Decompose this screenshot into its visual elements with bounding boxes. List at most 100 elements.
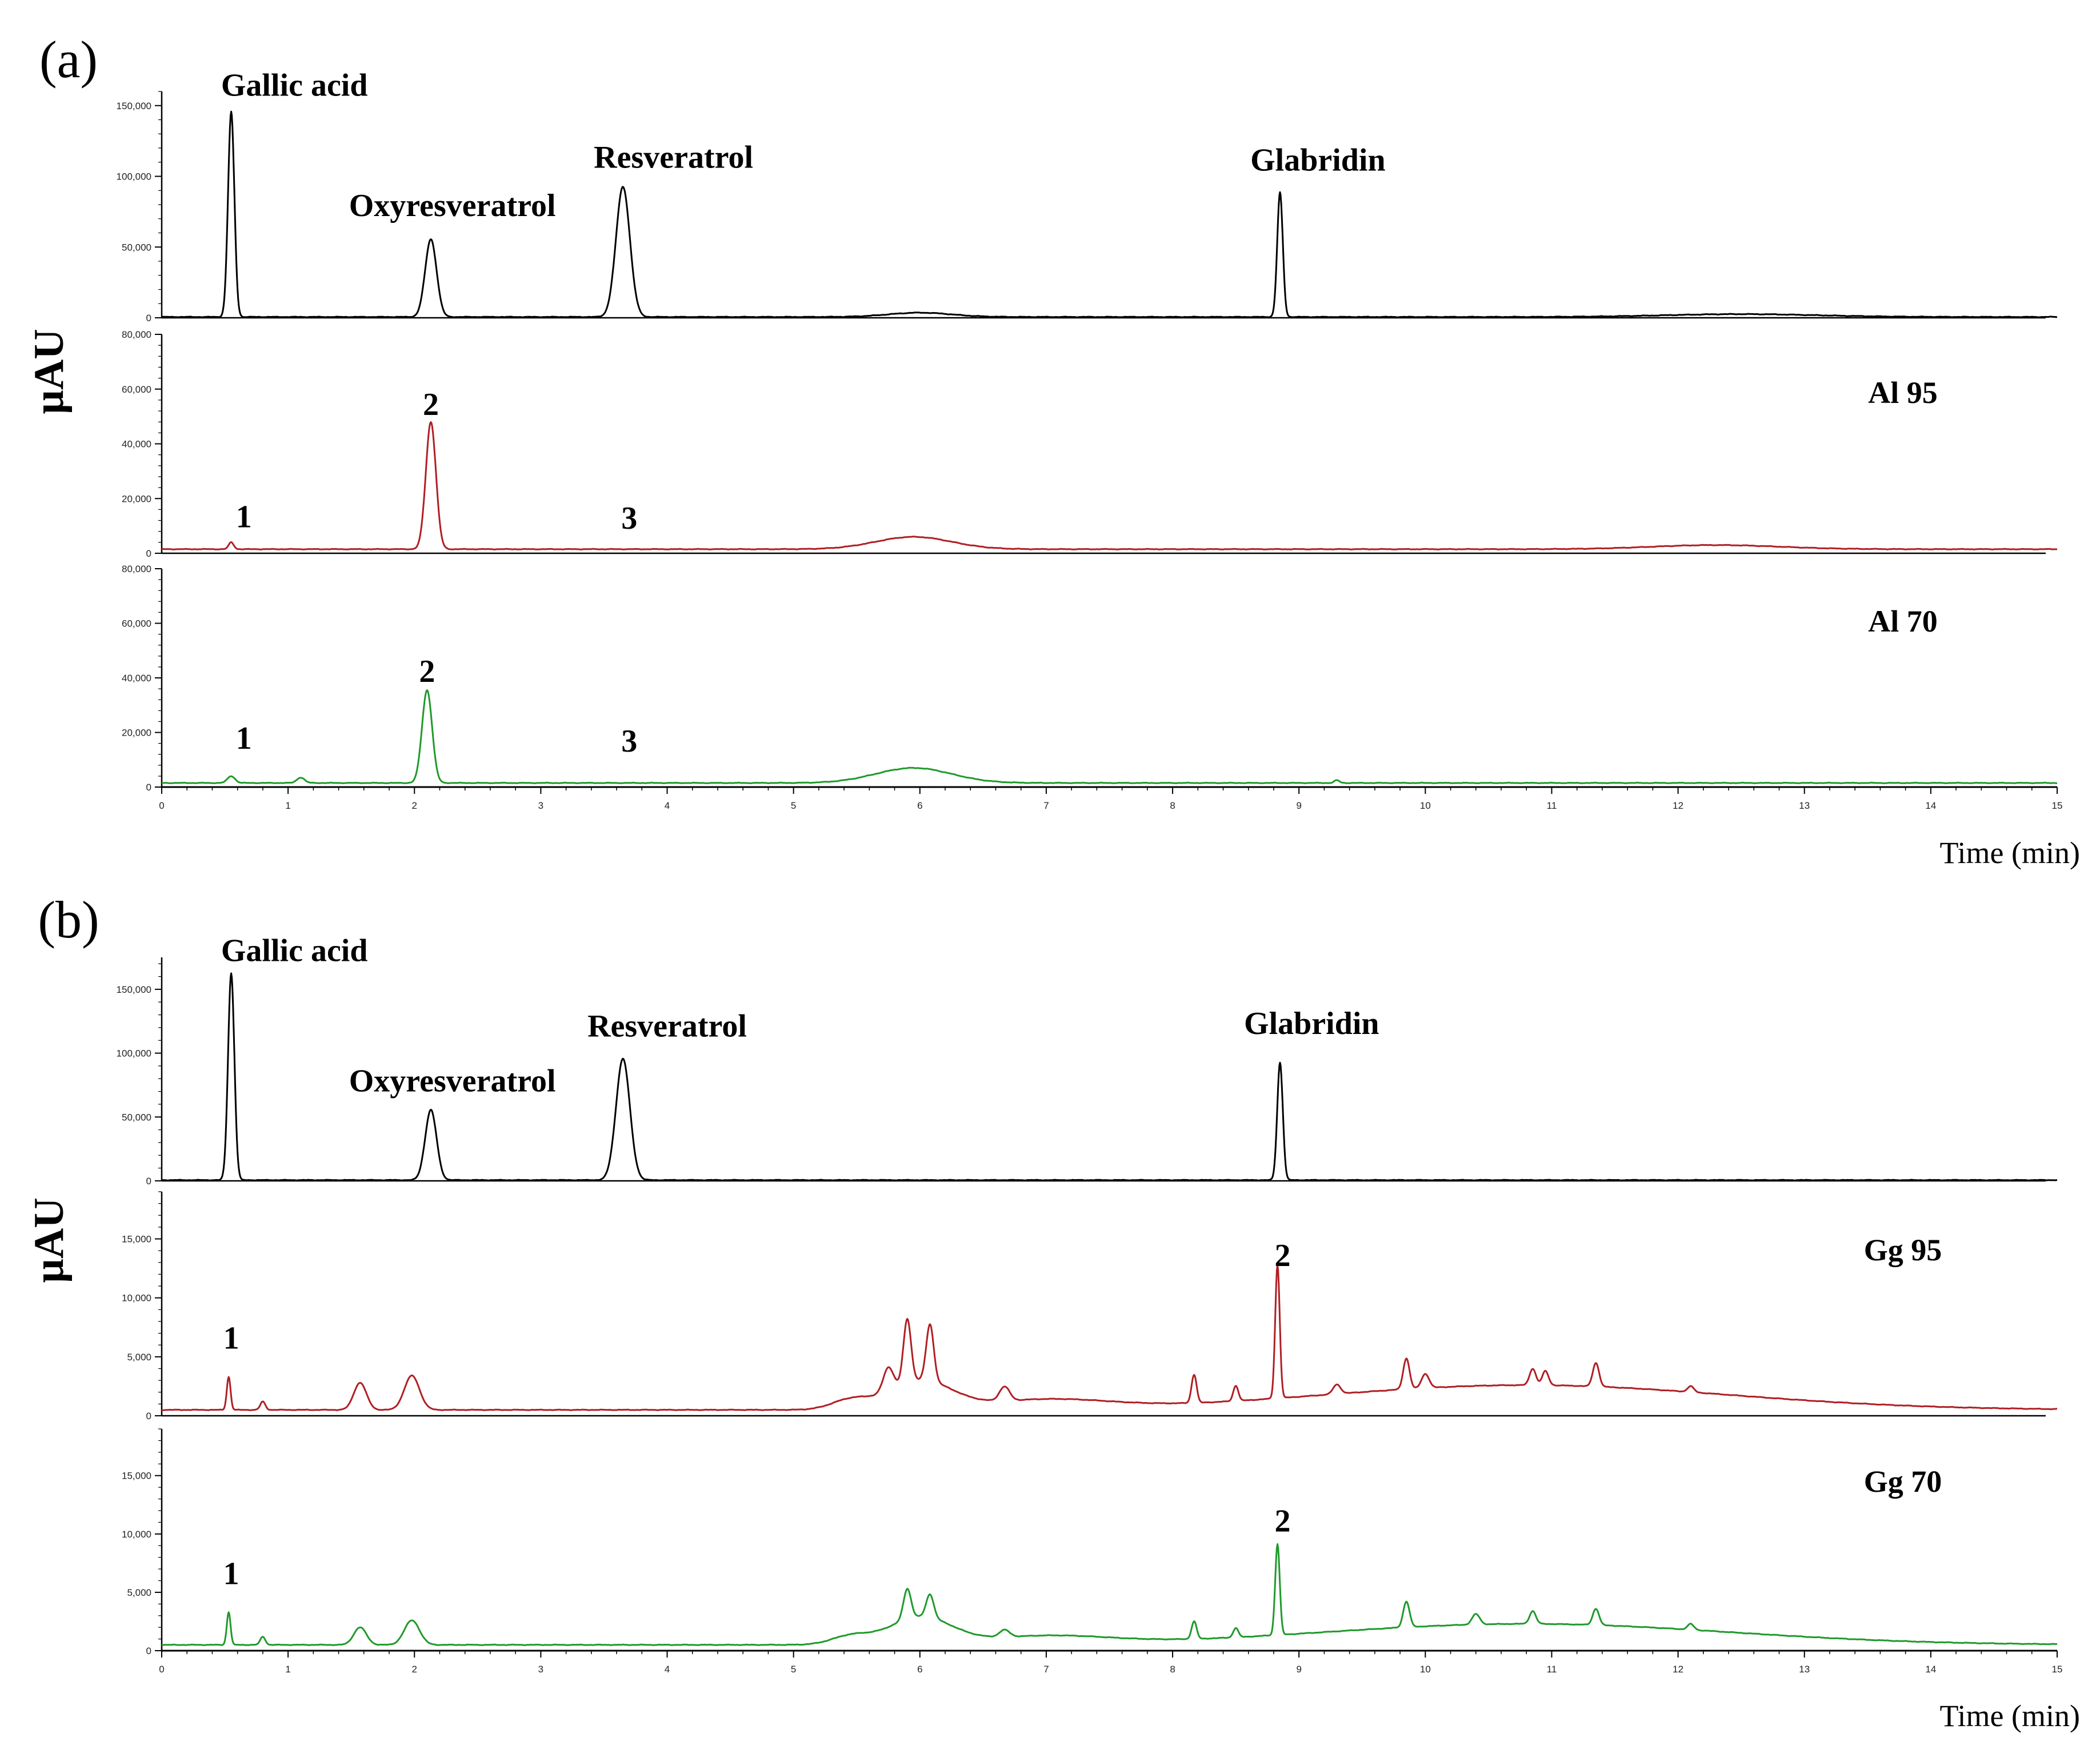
y-tick-label: 20,000 <box>122 493 151 504</box>
x-tick-label: 0 <box>159 1664 164 1675</box>
x-tick-label: 5 <box>791 1664 796 1675</box>
x-tick-label: 2 <box>412 1664 417 1675</box>
sample-label: Gg 95 <box>1864 1233 1942 1267</box>
x-tick-label: 5 <box>791 800 796 811</box>
y-tick-label: 60,000 <box>122 618 151 629</box>
x-tick-label: 12 <box>1673 800 1683 811</box>
peak-annotation: 2 <box>1274 1504 1290 1539</box>
series-trace <box>161 1264 2058 1411</box>
x-tick-label: 14 <box>1925 800 1936 811</box>
y-tick-label: 50,000 <box>122 1112 151 1123</box>
y-tick-label: 80,000 <box>122 329 151 340</box>
subplot-standard: 0 50,000 100,000 150,000 Gallic acid Oxyresve… <box>117 67 2058 324</box>
y-tick-label: 0 <box>146 782 151 793</box>
panel-letter: (b) <box>38 891 99 949</box>
peak-annotation: Gallic acid <box>221 67 368 103</box>
y-tick-label: 80,000 <box>122 564 151 574</box>
peak-annotation: 2 <box>419 654 435 689</box>
peak-annotation: 1 <box>236 721 252 756</box>
y-tick-label: 0 <box>146 1176 151 1187</box>
x-tick-label: 12 <box>1673 1664 1683 1675</box>
peak-annotation: Glabridin <box>1244 1006 1379 1041</box>
peak-annotation: 2 <box>1274 1238 1290 1273</box>
sample-label: Al 70 <box>1868 604 1938 638</box>
x-tick-label: 13 <box>1799 1664 1810 1675</box>
y-tick-label: 50,000 <box>122 242 151 253</box>
x-tick-label: 7 <box>1043 1664 1049 1675</box>
subplot-al-70: 0 20,000 40,000 60,000 80,000 Al 70 2 1 3 <box>122 564 2058 793</box>
x-tick-label: 13 <box>1799 800 1810 811</box>
x-tick-label: 6 <box>917 1664 922 1675</box>
y-tick-label: 10,000 <box>122 1529 151 1540</box>
sample-label: Al 95 <box>1868 376 1938 410</box>
x-tick-label: 11 <box>1547 800 1557 811</box>
y-tick-label: 10,000 <box>122 1293 151 1304</box>
x-tick-label: 10 <box>1420 1664 1431 1675</box>
peak-annotation: 2 <box>423 387 439 422</box>
x-tick-label: 7 <box>1043 800 1049 811</box>
x-tick-label: 9 <box>1296 800 1301 811</box>
x-tick-label: 1 <box>285 1664 290 1675</box>
peak-annotation: 3 <box>621 501 637 536</box>
y-tick-label: 5,000 <box>127 1587 151 1598</box>
x-axis: 0 1 2 3 4 5 6 7 8 9 10 11 12 13 14 15 <box>159 1650 2063 1675</box>
x-tick-label: 6 <box>917 800 922 811</box>
y-tick-label: 15,000 <box>122 1471 151 1482</box>
x-tick-label: 1 <box>285 800 290 811</box>
peak-annotation: Gallic acid <box>221 933 368 969</box>
y-tick-label: 0 <box>146 548 151 559</box>
peak-annotation: Oxyresveratrol <box>349 188 556 223</box>
y-tick-label: 20,000 <box>122 728 151 738</box>
peak-annotation: Resveratrol <box>587 1009 747 1044</box>
x-tick-label: 4 <box>665 800 670 811</box>
y-tick-label: 5,000 <box>127 1352 151 1363</box>
x-tick-label: 4 <box>665 1664 670 1675</box>
subplot-al-95: 0 20,000 40,000 60,000 80,000 Al 95 2 1 3 <box>122 329 2058 559</box>
y-tick-label: 40,000 <box>122 673 151 684</box>
peak-annotation: 1 <box>236 500 252 535</box>
x-tick-label: 8 <box>1170 1664 1175 1675</box>
x-axis: 0 1 2 3 4 5 6 7 8 9 10 11 12 13 14 15 <box>159 786 2063 811</box>
subplot-gg-70: 0 5,000 10,000 15,000 Gg 70 2 1 <box>122 1428 2058 1656</box>
sample-label: Gg 70 <box>1864 1464 1942 1499</box>
y-tick-label: 150,000 <box>117 984 151 995</box>
x-tick-label: 8 <box>1170 800 1175 811</box>
x-tick-label: 10 <box>1420 800 1431 811</box>
x-tick-label: 2 <box>412 800 417 811</box>
y-tick-label: 15,000 <box>122 1234 151 1245</box>
y-tick-label: 0 <box>146 1646 151 1656</box>
peak-annotation: Resveratrol <box>594 140 753 175</box>
x-tick-label: 11 <box>1547 1664 1557 1675</box>
subplot-gg-95: 0 5,000 10,000 15,000 Gg 95 2 1 <box>122 1191 2058 1421</box>
x-tick-label: 14 <box>1925 1664 1936 1675</box>
x-tick-label: 3 <box>538 800 543 811</box>
y-tick-label: 60,000 <box>122 384 151 395</box>
x-axis-title: Time (min) <box>1939 836 2080 870</box>
series-trace <box>161 1543 2058 1646</box>
y-tick-label: 0 <box>146 1411 151 1421</box>
peak-annotation: 3 <box>621 724 637 759</box>
x-tick-label: 15 <box>2052 800 2063 811</box>
series-trace <box>161 689 2058 784</box>
x-axis-title: Time (min) <box>1939 1699 2080 1733</box>
y-tick-label: 150,000 <box>117 101 151 111</box>
peak-annotation: Glabridin <box>1250 143 1386 178</box>
series-trace <box>161 110 2058 318</box>
peak-annotation: 1 <box>223 1556 239 1592</box>
x-tick-label: 0 <box>159 800 164 811</box>
x-tick-label: 15 <box>2052 1664 2063 1675</box>
x-tick-label: 3 <box>538 1664 543 1675</box>
series-trace <box>161 972 2058 1181</box>
series-trace <box>161 421 2058 550</box>
y-axis-title: µAU <box>26 1197 73 1283</box>
panel-letter: (a) <box>39 30 98 89</box>
subplot-standard: 0 50,000 100,000 150,000 Gallic acid Oxyresve… <box>117 933 2058 1187</box>
y-tick-label: 40,000 <box>122 439 151 450</box>
y-tick-label: 0 <box>146 313 151 324</box>
y-tick-label: 100,000 <box>117 171 151 182</box>
y-axis-title: µAU <box>26 329 73 414</box>
y-tick-label: 100,000 <box>117 1048 151 1059</box>
